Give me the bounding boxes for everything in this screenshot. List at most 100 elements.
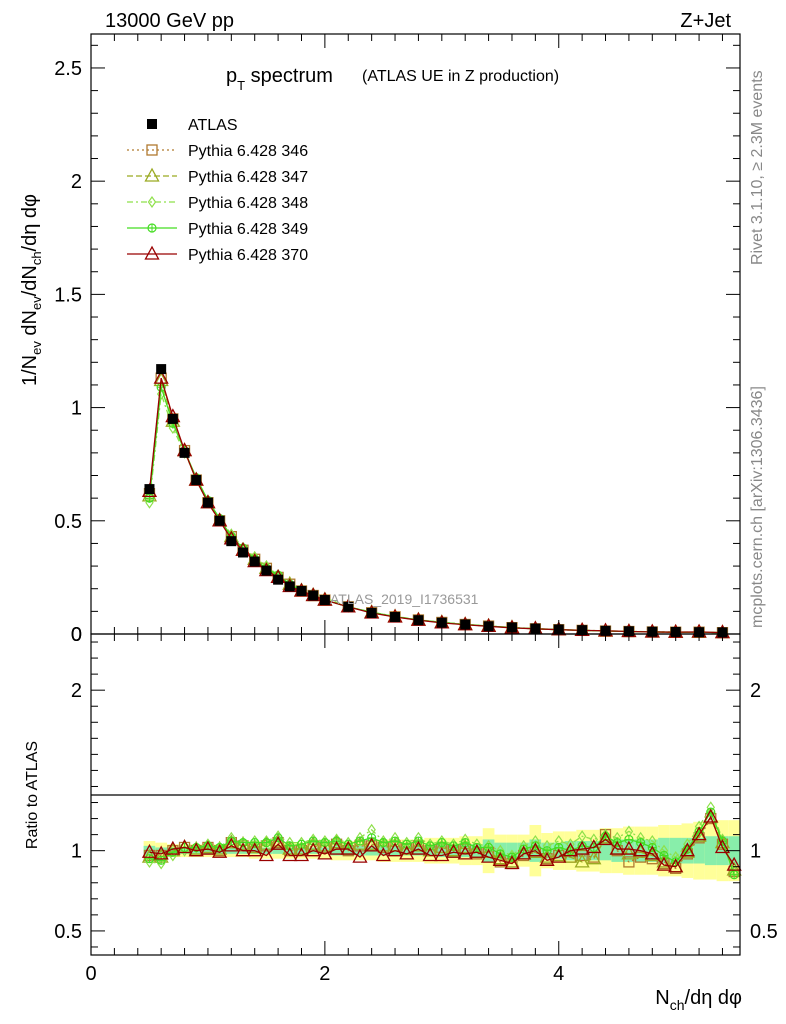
ratio-series-point	[168, 847, 178, 857]
ratio-series-point	[562, 842, 579, 857]
ratio-series-point	[457, 839, 473, 854]
ratio-series-point	[644, 845, 660, 860]
ratio-series-point	[144, 854, 155, 864]
ratio-series-point	[551, 847, 567, 862]
axis-tick-label: 2	[319, 963, 330, 985]
band-inner-bin	[272, 847, 284, 854]
axis-tick-label: 0.5	[750, 921, 778, 943]
ratio-series-point	[434, 847, 450, 862]
plot-title-paren: (ATLAS UE in Z production)	[362, 68, 559, 85]
ratio-series-point	[574, 853, 590, 868]
atlas-data-point	[156, 364, 167, 375]
axis-tick-label: 0.5	[54, 511, 82, 533]
ratio-series-point	[188, 842, 204, 857]
ratio-series-point	[644, 847, 660, 862]
ratio-series-point	[364, 837, 380, 852]
atlas-data-point	[390, 612, 401, 623]
axis-tick-label: 1	[71, 398, 82, 420]
band-inner-bin	[283, 847, 296, 854]
legend-entry: ATLAS	[147, 117, 238, 134]
ratio-series-point	[410, 837, 427, 852]
ratio-series-point	[539, 848, 555, 863]
ratio-series-point	[305, 842, 321, 857]
ratio-series-point	[609, 840, 625, 855]
legend-label: ATLAS	[188, 117, 238, 134]
atlas-data-point	[413, 615, 424, 626]
band-inner-bin	[400, 845, 413, 856]
ratio-series-point	[296, 839, 307, 849]
ratio-series-point	[714, 839, 731, 854]
ratio-series-point	[621, 845, 637, 860]
ratio-series-point	[293, 840, 310, 855]
legend-marker	[147, 223, 157, 233]
legend-label: Pythia 6.428 370	[188, 247, 308, 264]
ratio-series-point	[527, 842, 543, 857]
atlas-data-point	[343, 601, 354, 612]
band-inner-bin	[704, 836, 717, 866]
axis-tick-label: 2	[71, 680, 82, 702]
ratio-series-point	[378, 838, 388, 848]
ratio-series-point	[212, 843, 228, 858]
ratio-frame	[90, 633, 741, 956]
atlas-data-point	[284, 581, 295, 592]
ratio-series-point	[387, 842, 403, 857]
atlas-data-point	[261, 565, 272, 576]
atlas-data-point	[167, 413, 178, 424]
ratio-series-point	[340, 840, 356, 855]
axis-tick-labels: 00.511.522.50.5 0.51 12 20 2 40	[54, 58, 778, 985]
band-inner-bin	[202, 847, 214, 854]
ratio-series-point	[176, 839, 193, 854]
title-p: p	[226, 65, 237, 87]
ratio-series-point	[238, 836, 248, 849]
ratio-series-point	[410, 840, 427, 855]
ratio-series-point	[355, 836, 365, 846]
band-inner-bin	[435, 844, 448, 858]
legend: ATLAS Pythia 6.428 346 Pythia 6.428 347 Pyt…	[127, 117, 308, 264]
ratio-series-point	[261, 838, 272, 848]
legend-label: Pythia 6.428 349	[188, 221, 308, 238]
ratio-series-point	[282, 847, 298, 862]
axis-tick-label: 1	[71, 841, 82, 863]
y-axis-label-ratio: Ratio to ATLAS	[24, 741, 41, 849]
ratio-series-point	[726, 856, 742, 871]
atlas-data-point	[202, 497, 213, 508]
atlas-data-point	[191, 475, 202, 486]
ratio-series-point	[597, 831, 614, 846]
ratio-series-point	[691, 826, 707, 841]
ratio-series-point	[668, 858, 684, 873]
band-inner-bin	[693, 837, 705, 864]
ratio-series-point	[469, 843, 485, 858]
band-inner-bin	[330, 845, 343, 856]
side-label-rivet: Rivet 3.1.10, ≥ 2.3M events	[749, 70, 766, 265]
axis-tick-label: 0	[71, 624, 82, 646]
axis-tick-label: 0	[85, 963, 96, 985]
legend-label: Pythia 6.428 348	[188, 195, 308, 212]
ratio-series-point	[703, 808, 719, 823]
ratio-series-point	[364, 835, 380, 850]
ratio-series-point	[247, 842, 263, 857]
ratio-series-point	[492, 851, 508, 866]
ratio-series-point	[141, 843, 158, 858]
x-axis-label: Nch/dη dφ	[655, 987, 742, 1013]
atlas-data-point	[179, 447, 190, 458]
ratio-series-point	[656, 853, 672, 868]
legend-entry: Pythia 6.428 347	[127, 167, 308, 186]
ratio-series-point	[656, 856, 672, 871]
ratio-series-point	[320, 838, 330, 848]
ratio-series-point	[492, 850, 508, 865]
ratio-series-point	[223, 837, 239, 852]
ratio-series-point	[422, 847, 438, 862]
ratio-series-point	[586, 850, 602, 865]
ratio-series-point	[200, 840, 216, 855]
legend-entry: Pythia 6.428 349	[127, 221, 308, 238]
ratio-series-point	[375, 847, 391, 862]
axis-tick-label: 2	[71, 171, 82, 193]
ratio-series-point	[586, 839, 602, 854]
ratio-series-point	[623, 856, 635, 868]
legend-entry: Pythia 6.428 348	[127, 195, 308, 212]
ratio-series-group	[141, 801, 742, 880]
atlas-data-point	[238, 547, 249, 558]
ratio-series-point	[293, 847, 310, 862]
legend-marker	[147, 195, 157, 209]
